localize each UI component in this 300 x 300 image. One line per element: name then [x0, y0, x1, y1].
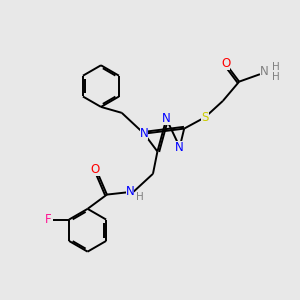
Text: N: N	[260, 65, 269, 78]
Text: N: N	[175, 140, 184, 154]
Text: N: N	[140, 127, 148, 140]
Text: F: F	[45, 213, 52, 226]
Text: O: O	[221, 57, 230, 70]
Text: H: H	[272, 72, 280, 82]
Text: H: H	[272, 62, 280, 72]
Text: H: H	[136, 192, 144, 202]
Text: N: N	[162, 112, 171, 125]
Text: N: N	[126, 185, 134, 198]
Text: O: O	[90, 163, 100, 176]
Text: S: S	[201, 111, 209, 124]
